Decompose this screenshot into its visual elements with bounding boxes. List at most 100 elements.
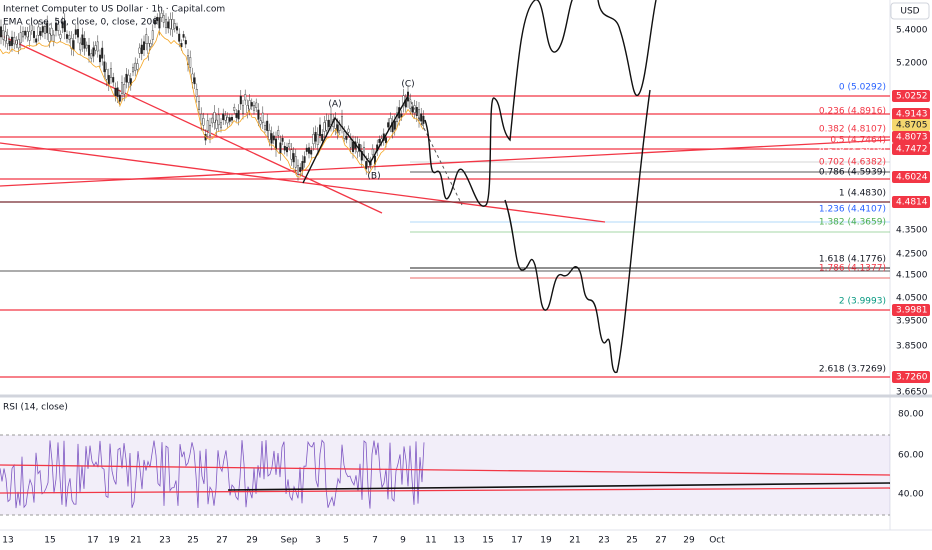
fib-label: 2 (3.9993) bbox=[839, 297, 886, 307]
time-label: 17 bbox=[87, 536, 98, 546]
candle bbox=[272, 135, 275, 141]
candle bbox=[393, 120, 396, 130]
candle bbox=[308, 147, 311, 154]
rsi-axis-label: 80.00 bbox=[898, 410, 924, 420]
candle bbox=[120, 82, 123, 94]
candle bbox=[123, 84, 126, 95]
candle bbox=[378, 138, 381, 143]
trend-line bbox=[0, 139, 891, 187]
candle bbox=[316, 134, 319, 145]
candle bbox=[345, 136, 348, 140]
time-label: 25 bbox=[187, 536, 198, 546]
candle bbox=[107, 75, 110, 85]
candle bbox=[28, 31, 31, 41]
candle bbox=[153, 19, 156, 25]
candle bbox=[37, 26, 40, 36]
time-label: 15 bbox=[482, 536, 493, 546]
fib-label: 0 (5.0292) bbox=[839, 83, 886, 93]
currency-button[interactable] bbox=[890, 2, 930, 20]
candle bbox=[360, 150, 363, 161]
candle bbox=[294, 156, 297, 168]
candle bbox=[323, 122, 326, 132]
fib-label: 1 (4.4830) bbox=[839, 189, 886, 199]
candle bbox=[330, 114, 333, 125]
candle bbox=[10, 36, 13, 46]
currency[interactable]: USD bbox=[900, 7, 919, 17]
trend-line bbox=[0, 34, 383, 214]
fib-label: 1.236 (4.4107) bbox=[819, 205, 886, 215]
time-label: 19 bbox=[540, 536, 552, 546]
candle bbox=[420, 113, 423, 122]
price-label: 4.1500 bbox=[896, 271, 928, 281]
wave-label: (A) bbox=[328, 100, 341, 110]
candle bbox=[343, 131, 346, 139]
candle bbox=[228, 117, 231, 122]
projection-curve bbox=[424, 0, 657, 207]
candle bbox=[290, 149, 293, 160]
candle bbox=[208, 124, 211, 136]
candle bbox=[4, 31, 7, 42]
price-tag: 5.0252 bbox=[896, 92, 928, 102]
candle bbox=[112, 77, 115, 83]
candle bbox=[169, 19, 172, 29]
candle bbox=[230, 117, 233, 121]
time-label: 27 bbox=[216, 536, 227, 546]
candle bbox=[191, 73, 194, 83]
candle bbox=[182, 34, 185, 38]
price-tag-bg bbox=[892, 143, 930, 155]
candle bbox=[134, 62, 137, 71]
candle bbox=[418, 109, 421, 121]
candle bbox=[85, 44, 88, 49]
candle bbox=[48, 33, 51, 42]
candle bbox=[312, 133, 315, 145]
candle bbox=[261, 112, 264, 123]
candle bbox=[239, 95, 242, 105]
candle bbox=[96, 41, 99, 52]
rsi-path bbox=[0, 439, 425, 509]
candle bbox=[257, 109, 260, 120]
candle bbox=[327, 119, 330, 127]
candle bbox=[46, 22, 49, 34]
candle bbox=[314, 131, 317, 142]
candle bbox=[195, 89, 198, 97]
candle bbox=[131, 67, 134, 73]
fib-label: 1.618 (4.1776) bbox=[819, 255, 886, 265]
price-label: 3.6650 bbox=[896, 388, 928, 398]
candle bbox=[341, 116, 344, 127]
candle bbox=[206, 120, 209, 131]
wave-label: (C) bbox=[401, 80, 414, 90]
candle bbox=[250, 102, 253, 107]
candle bbox=[57, 24, 60, 31]
rsi-title: RSI (14, close) bbox=[3, 403, 68, 413]
price-label: 4.2500 bbox=[896, 250, 928, 260]
candle bbox=[63, 20, 66, 32]
candle bbox=[385, 137, 388, 144]
projection-curve bbox=[504, 89, 651, 374]
candle bbox=[13, 37, 16, 45]
candle bbox=[72, 40, 75, 50]
candle bbox=[158, 17, 161, 29]
candle bbox=[197, 101, 200, 110]
price-label: 4.3500 bbox=[896, 226, 928, 236]
candle bbox=[162, 15, 165, 23]
candle bbox=[44, 25, 47, 34]
time-label: 7 bbox=[372, 536, 378, 546]
candle bbox=[6, 34, 9, 44]
candle bbox=[422, 115, 425, 124]
price-tag: 4.9143 bbox=[896, 110, 928, 120]
candle bbox=[149, 43, 152, 47]
time-label: 27 bbox=[655, 536, 666, 546]
price-tag: 3.9981 bbox=[896, 306, 928, 316]
price-tag: 4.6024 bbox=[896, 173, 928, 183]
candle bbox=[349, 139, 352, 148]
candle bbox=[109, 68, 112, 78]
candle bbox=[145, 34, 148, 44]
candle bbox=[39, 31, 42, 36]
candle bbox=[173, 23, 176, 29]
price-tag-bg bbox=[892, 371, 930, 383]
candle bbox=[136, 63, 139, 70]
rsi-trend bbox=[0, 487, 891, 494]
candle bbox=[0, 26, 2, 38]
